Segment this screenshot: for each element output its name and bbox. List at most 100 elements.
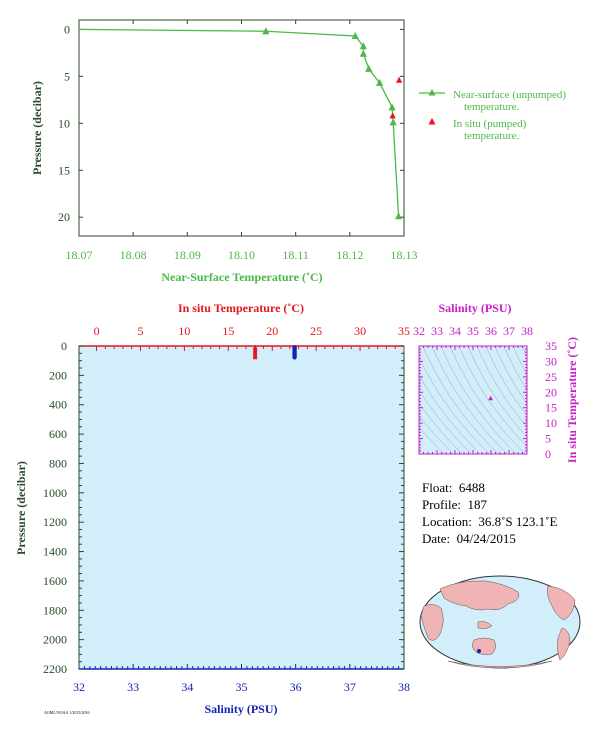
salinity-tick-label: 34 <box>181 680 193 694</box>
top-x-tick-label: 18.09 <box>174 248 201 262</box>
map-islands <box>477 621 493 629</box>
top-y-tick-label: 0 <box>64 22 70 36</box>
info-profile-label: Profile: <box>422 497 461 512</box>
pressure-tick-label: 1400 <box>43 545 67 559</box>
ts-temperature-tick-label: 35 <box>545 339 557 353</box>
profile-chart: 0 5 10 15 20 25 30 35 32 33 34 35 36 37 38 0 200 400 600… <box>14 301 410 716</box>
legend-unpumped-marker <box>428 89 436 96</box>
legend-unpumped-label-2: temperature. <box>464 101 520 113</box>
pressure-tick-label: 0 <box>61 339 67 353</box>
ts-diagram-density-contours <box>419 336 601 464</box>
profile-chart-panel <box>78 345 405 670</box>
pressure-tick-label: 2200 <box>43 662 67 676</box>
unpumped-temperature-point <box>394 212 403 220</box>
salinity-tick-label: 32 <box>73 680 85 694</box>
top-x-tick-label: 18.12 <box>336 248 363 262</box>
top-chart-series <box>78 27 403 220</box>
info-date-row: Date: 04/24/2015 <box>422 530 557 547</box>
profile-chart-temperature-tick-labels: 0 5 10 15 20 25 30 35 <box>94 324 410 338</box>
ts-temperature-tick-label: 15 <box>545 401 557 415</box>
ts-salinity-tick-label: 35 <box>467 324 479 338</box>
pressure-tick-label: 1800 <box>43 603 67 617</box>
ts-diagram-title: Salinity (PSU) <box>438 301 511 315</box>
unpumped-temperature-point <box>351 31 359 39</box>
ts-temperature-tick-label: 10 <box>545 416 557 430</box>
unpumped-temperature-point <box>359 49 367 57</box>
top-x-tick-label: 18.10 <box>228 248 255 262</box>
location-map <box>419 575 581 669</box>
map-south-america <box>557 627 571 661</box>
salinity-tick-label: 38 <box>398 680 410 694</box>
profile-chart-pressure-axis-label: Pressure (decibar) <box>14 461 28 555</box>
top-chart-y-axis-label: Pressure (decibar) <box>30 81 44 175</box>
density-contour <box>440 346 517 454</box>
legend-pumped-label-1: In situ (pumped) <box>453 118 527 130</box>
top-y-tick-label: 15 <box>58 163 70 177</box>
density-contour <box>527 336 601 464</box>
ts-temperature-tick-label: 0 <box>545 447 551 461</box>
ts-temperature-tick-label: 30 <box>545 354 557 368</box>
salinity-profile-point <box>292 355 297 360</box>
info-float-label: Float: <box>422 480 453 495</box>
density-contour <box>485 346 527 417</box>
pressure-tick-label: 200 <box>49 368 67 382</box>
ts-diagram-ticks <box>418 345 528 455</box>
pressure-tick-label: 800 <box>49 456 67 470</box>
unpumped-temperature-point <box>389 118 397 126</box>
pressure-tick-label: 600 <box>49 427 67 441</box>
info-float-value: 6488 <box>458 480 485 495</box>
unpumped-temperature-point <box>359 42 367 50</box>
density-contour <box>419 374 481 454</box>
density-contour <box>419 426 445 454</box>
info-location-label: Location: <box>422 514 472 529</box>
temperature-tick-label: 25 <box>310 324 322 338</box>
unpumped-temperature-point <box>262 27 270 35</box>
pressure-tick-label: 1200 <box>43 515 67 529</box>
density-contour <box>476 346 527 428</box>
density-contour <box>422 346 499 454</box>
map-asia <box>439 580 520 611</box>
temperature-tick-label: 15 <box>222 324 234 338</box>
info-float-row: Float: 6488 <box>422 479 557 496</box>
temperature-tick-label: 35 <box>398 324 410 338</box>
unpumped-temperature-line <box>78 28 400 217</box>
ts-diagram-points <box>488 395 493 401</box>
ts-temperature-tick-label: 25 <box>545 370 557 384</box>
top-chart-frame <box>78 19 405 237</box>
profile-chart-profiles <box>252 344 297 360</box>
profile-chart-salinity-axis-label: Salinity (PSU) <box>204 702 277 716</box>
salinity-tick-label: 37 <box>344 680 356 694</box>
info-location-row: Location: 36.8˚S 123.1˚E <box>422 513 557 530</box>
profile-chart-pressure-tick-labels: 0 200 400 600 800 1000 1200 1400 1600 1800 2000 220… <box>43 339 67 676</box>
info-date-value: 04/24/2015 <box>456 531 516 546</box>
density-contour <box>449 346 526 454</box>
map-australia <box>472 637 496 655</box>
map-north-america <box>547 585 576 621</box>
top-chart-x-tick-labels: 18.07 18.08 18.09 18.10 18.11 18.12 18.13 <box>66 248 418 262</box>
ts-salinity-tick-label: 32 <box>413 324 425 338</box>
ts-diagram-panel <box>418 345 528 455</box>
pressure-tick-label: 400 <box>49 398 67 412</box>
temperature-tick-label: 5 <box>137 324 143 338</box>
temperature-tick-label: 20 <box>266 324 278 338</box>
top-x-tick-label: 18.07 <box>66 248 93 262</box>
top-y-tick-label: 20 <box>58 210 70 224</box>
ts-diagram-y-axis-label: In situ Temperature (˚C) <box>565 337 579 463</box>
profile-chart-salinity-tick-labels: 32 33 34 35 36 37 38 <box>73 680 410 694</box>
near-surface-chart: 18.07 18.08 18.09 18.10 18.11 18.12 18.13 0 5 10… <box>30 19 566 284</box>
profile-chart-ticks <box>78 345 405 670</box>
ts-point <box>488 395 493 401</box>
ts-salinity-tick-label: 36 <box>485 324 497 338</box>
density-contour <box>431 346 508 454</box>
top-chart-ticks <box>78 20 405 236</box>
salinity-tick-label: 35 <box>236 680 248 694</box>
ts-salinity-tick-label: 33 <box>431 324 443 338</box>
unpumped-temperature-point <box>376 78 384 86</box>
pumped-temperature-point <box>389 112 396 119</box>
top-x-tick-label: 18.08 <box>120 248 147 262</box>
salinity-tick-label: 33 <box>127 680 139 694</box>
density-contour <box>419 356 490 454</box>
top-x-tick-label: 18.13 <box>391 248 418 262</box>
